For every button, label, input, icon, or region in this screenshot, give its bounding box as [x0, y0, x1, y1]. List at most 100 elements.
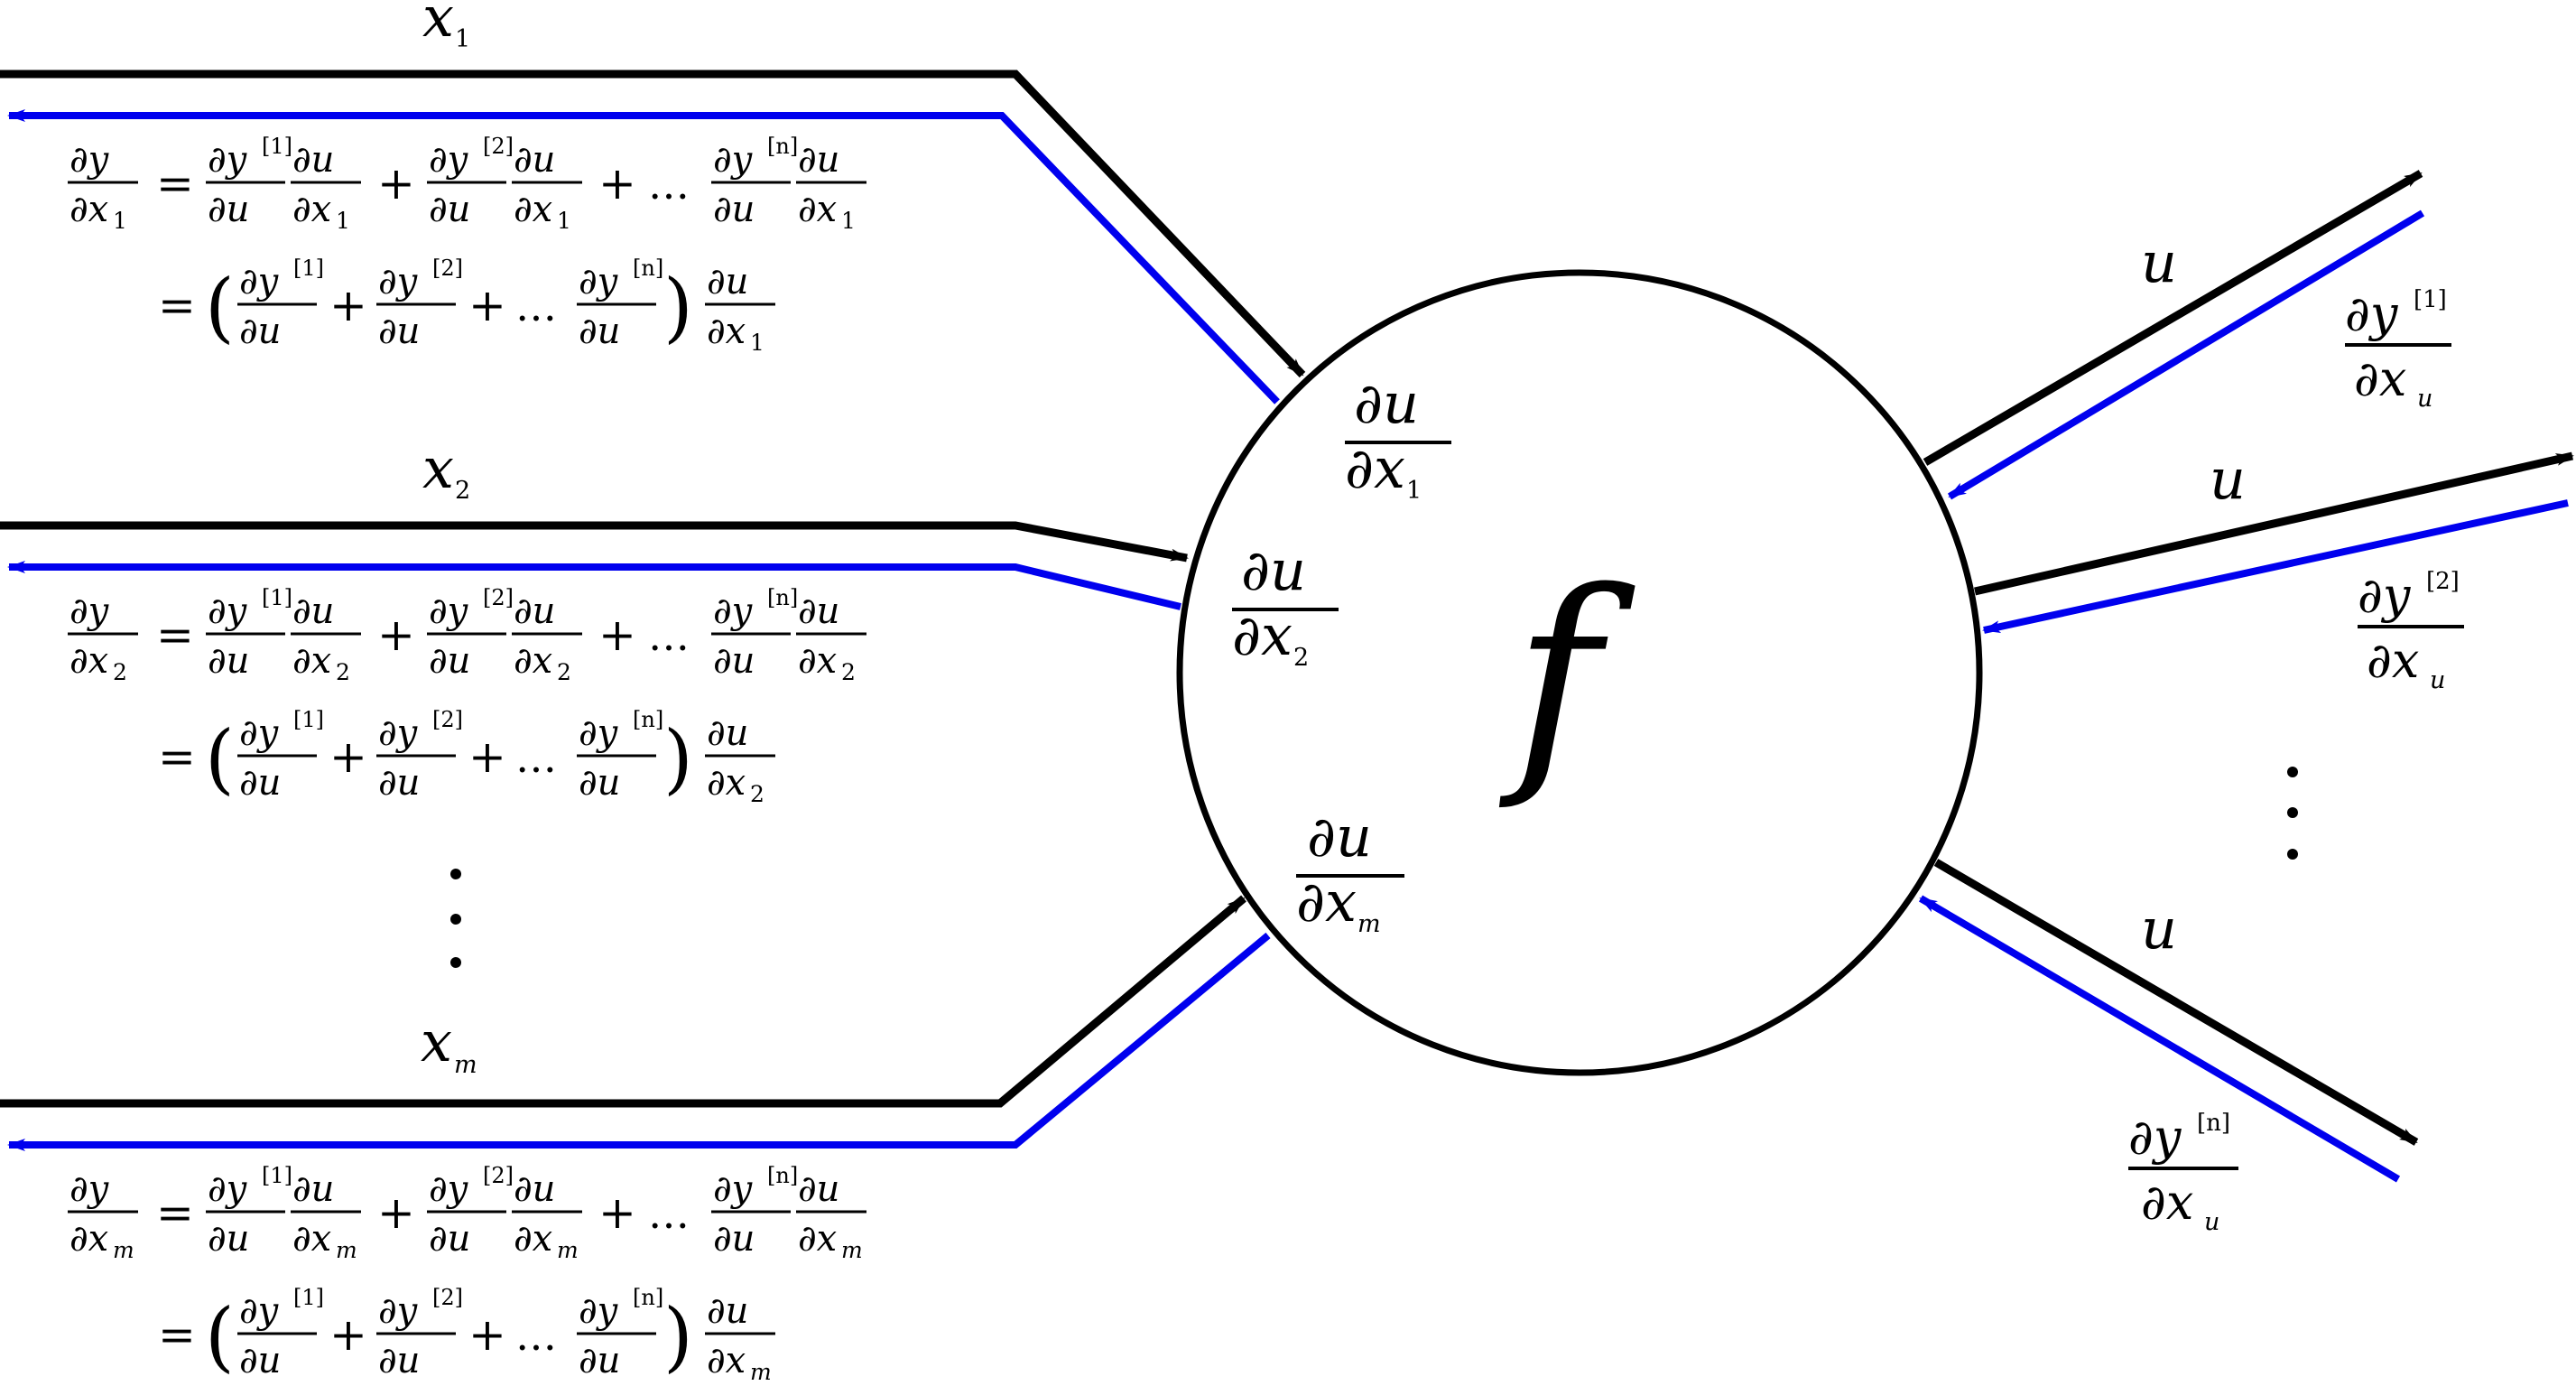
dy-du-0-num: ∂y: [208, 591, 248, 632]
svg-text:∂x: ∂x: [1296, 869, 1357, 935]
plus-sign: +: [468, 279, 506, 331]
dy-du-2-sup: [n]: [767, 1163, 798, 1188]
dy-du-2-den: ∂u: [579, 1340, 620, 1381]
dy-du-0-den: ∂u: [239, 1340, 281, 1381]
right-paren: ): [663, 1292, 693, 1381]
dy-du-1-sup: [2]: [432, 1285, 463, 1310]
output-label-1: u: [2141, 229, 2177, 295]
plus-sign: +: [377, 1186, 415, 1239]
du-dx-1-num: ∂u: [514, 139, 555, 181]
svg-text:∂y: ∂y: [2345, 285, 2399, 342]
ellipsis: …: [648, 1189, 690, 1238]
equation-line-1: ∂y∂x 2= ∂y [1]∂u∂u∂x 2+ ∂y [2]∂u∂u∂x 2+… ∂y [n]∂u…: [68, 585, 866, 685]
svg-text:∂x: ∂x: [1345, 435, 1405, 501]
chain-rule-equation-2: ∂y∂x 2= ∂y [1]∂u∂u∂x 2+ ∂y [2]∂u∂u∂x 2+… ∂y [n]∂u…: [68, 585, 866, 807]
equation-line-2: =(∂y [1]∂u + ∂y [2]∂u +… ∂y [n]∂u) ∂u∂x 2: [158, 707, 775, 807]
output-n-forward-edge: [1933, 859, 2419, 1146]
left-paren: (: [205, 263, 235, 351]
ellipsis: …: [515, 282, 557, 330]
dy-du-1-sup: [2]: [432, 707, 463, 732]
svg-text:u: u: [2417, 385, 2432, 413]
local-grad-m: ∂u ∂x m: [1296, 804, 1404, 938]
input-2-backward-edge: [7, 561, 1181, 610]
dy-du-0: ∂y [1] ∂u: [237, 1285, 324, 1381]
dy-du-1: ∂y [2] ∂u: [376, 707, 463, 804]
svg-text:[1]: [1]: [2414, 286, 2447, 313]
svg-text:[2]: [2]: [2426, 568, 2460, 595]
dy-du-1-sup: [2]: [483, 1163, 514, 1188]
du-dx-1: ∂u ∂x 1: [512, 139, 582, 234]
du-dx-factor-den: ∂x: [707, 1340, 746, 1381]
dy-du-0: ∂y [1] ∂u: [206, 134, 292, 230]
svg-text:∂u: ∂u: [1307, 804, 1372, 870]
du-dx-0-sub: m: [336, 1237, 357, 1263]
dy-du-0-sup: [1]: [262, 134, 292, 159]
du-dx-1-num: ∂u: [514, 591, 555, 632]
lhs-fraction: ∂y ∂x m: [68, 1168, 138, 1263]
equation-line-1: ∂y∂x m= ∂y [1]∂u∂u∂x m+ ∂y [2]∂u∂u∂x m+… ∂y [n]∂u…: [68, 1163, 866, 1263]
du-dx-0-num: ∂u: [292, 139, 334, 181]
svg-text:u: u: [2204, 1208, 2219, 1236]
output-2-backward-edge: [1982, 499, 2569, 634]
plus-sign: +: [598, 1186, 636, 1239]
local-grad-2: ∂u ∂x 2: [1232, 537, 1339, 672]
svg-text:1: 1: [1406, 477, 1422, 505]
svg-text:∂x: ∂x: [2354, 350, 2406, 407]
left-paren: (: [205, 1292, 235, 1381]
du-dx-1-sub: m: [557, 1237, 579, 1263]
du-dx-factor: ∂u ∂x 2: [705, 712, 775, 807]
dy-du-0-sup: [1]: [293, 707, 324, 732]
svg-text:∂x: ∂x: [2367, 632, 2419, 689]
du-dx-2-den: ∂x: [798, 189, 837, 230]
plus-sign: +: [329, 279, 367, 331]
equation-line-2: =(∂y [1]∂u + ∂y [2]∂u +… ∂y [n]∂u) ∂u∂x 1: [158, 256, 775, 356]
chain-rule-equation-1: ∂y∂x 1= ∂y [1]∂u∂u∂x 1+ ∂y [2]∂u∂u∂x 1+… ∂y [n]∂u…: [68, 134, 866, 356]
dy-du-0-num: ∂y: [239, 1290, 280, 1332]
du-dx-1-den: ∂x: [514, 640, 552, 682]
du-dx-2-num: ∂u: [798, 1168, 839, 1210]
du-dx-1-num: ∂u: [514, 1168, 555, 1210]
input-2-forward-edge: [0, 521, 1189, 563]
lhs-fraction-den: ∂x: [69, 189, 108, 230]
plus-sign: +: [377, 157, 415, 209]
svg-text:x: x: [422, 0, 454, 50]
equals-sign: =: [158, 279, 196, 331]
du-dx-0-den: ∂x: [292, 189, 331, 230]
dy-du-0: ∂y [1] ∂u: [206, 585, 292, 682]
ellipsis: …: [648, 160, 690, 209]
svg-text:2: 2: [1293, 644, 1309, 672]
dy-du-2-sup: [n]: [633, 1285, 663, 1310]
dy-du-0-num: ∂y: [239, 261, 280, 302]
du-dx-2-sub: m: [841, 1237, 863, 1263]
lhs-fraction-sub: 1: [113, 208, 127, 234]
dy-du-1-num: ∂y: [378, 712, 419, 754]
input-label-2: x 2: [422, 435, 470, 505]
lhs-fraction-num: ∂y: [69, 139, 110, 181]
du-dx-2-sub: 2: [841, 659, 856, 685]
svg-text:∂y: ∂y: [2358, 567, 2412, 624]
input-m-backward-edge: [7, 932, 1271, 1151]
right-paren: ): [663, 714, 693, 803]
dy-du-0-sup: [1]: [262, 1163, 292, 1188]
svg-text:∂x: ∂x: [1232, 602, 1293, 668]
dy-du-2-num: ∂y: [713, 1168, 754, 1210]
dy-du-1-den: ∂u: [378, 1340, 420, 1381]
dy-du-2: ∂y [n] ∂u: [577, 256, 663, 352]
svg-text:1: 1: [455, 25, 470, 53]
output-grad-1: ∂y [1] ∂x u: [2345, 285, 2451, 413]
dy-du-0-den: ∂u: [239, 311, 281, 352]
output-1-forward-edge: [1923, 170, 2423, 466]
input-1-backward-edge: [7, 109, 1280, 405]
right-paren: ): [663, 263, 693, 351]
svg-text:x: x: [421, 1009, 452, 1074]
dy-du-1-sup: [2]: [432, 256, 463, 281]
lhs-fraction-sub: m: [113, 1237, 134, 1263]
output-label-2: u: [2210, 446, 2246, 512]
dy-du-1: ∂y [2] ∂u: [427, 585, 514, 682]
function-symbol: f: [1499, 542, 1638, 814]
output-label-n: u: [2141, 896, 2177, 962]
du-dx-0-sub: 2: [336, 659, 350, 685]
dy-du-1-sup: [2]: [483, 585, 514, 610]
dy-du-2: ∂y [n] ∂u: [577, 1285, 663, 1381]
